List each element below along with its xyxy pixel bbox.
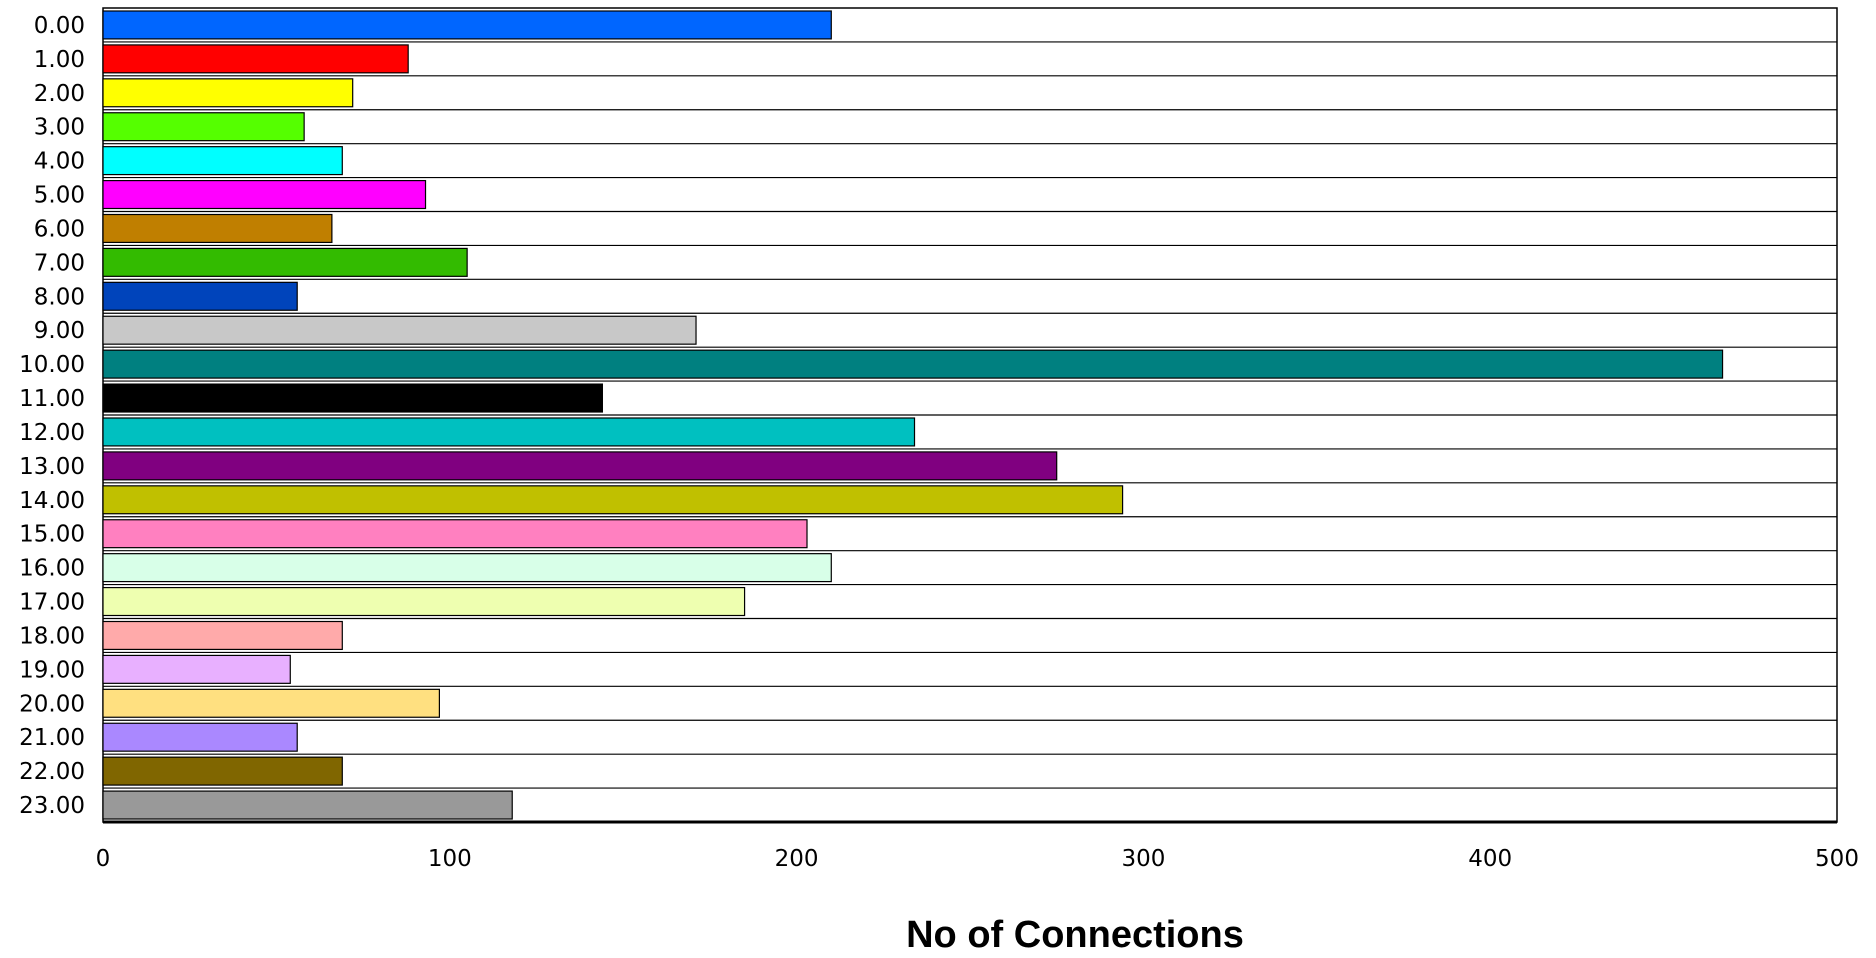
x-tick-label: 400	[1468, 846, 1512, 872]
x-axis-title: No of Connections	[906, 914, 1244, 956]
bar-0.00	[102, 10, 832, 40]
y-tick-label: 7.00	[34, 250, 85, 276]
y-tick-label: 3.00	[34, 115, 85, 141]
bar-4.00	[102, 146, 343, 176]
bar-18.00	[102, 620, 343, 651]
bar-5.00	[102, 179, 427, 210]
bar-6.00	[102, 213, 333, 244]
bar-15.00	[102, 519, 808, 549]
bar-23.00	[102, 790, 513, 820]
y-tick-label: 4.00	[34, 149, 85, 175]
y-tick-label: 23.00	[19, 793, 85, 819]
bar-17.00	[102, 586, 746, 617]
x-tick-label: 100	[428, 846, 472, 872]
y-tick-label: 13.00	[19, 454, 85, 480]
y-tick-label: 11.00	[19, 386, 85, 412]
bar-16.00	[102, 553, 832, 583]
x-tick-label: 200	[775, 846, 819, 872]
y-tick-label: 19.00	[19, 657, 85, 683]
y-tick-label: 21.00	[19, 725, 85, 751]
y-tick-label: 14.00	[19, 488, 85, 514]
y-tick-label: 17.00	[19, 590, 85, 616]
y-tick-label: 12.00	[19, 420, 85, 446]
y-tick-label: 18.00	[19, 623, 85, 649]
bar-9.00	[102, 315, 697, 345]
bar-8.00	[102, 281, 298, 311]
bar-22.00	[102, 756, 343, 786]
bar-10.00	[102, 349, 1724, 379]
y-tick-label: 20.00	[19, 691, 85, 717]
bar-3.00	[102, 112, 305, 142]
bar-1.00	[102, 44, 409, 74]
bar-21.00	[102, 722, 298, 752]
bar-12.00	[102, 417, 916, 447]
y-tick-label: 16.00	[19, 556, 85, 582]
x-tick-label: 0	[96, 846, 111, 872]
x-tick-label: 300	[1121, 846, 1165, 872]
y-tick-label: 1.00	[34, 47, 85, 73]
bar-14.00	[102, 485, 1124, 515]
y-tick-labels: 0.00 1.00 2.00 3.00 4.00 5.00 6.00 7.00 8.00 9.00…	[19, 13, 85, 819]
y-tick-label: 8.00	[34, 284, 85, 310]
bar-13.00	[102, 451, 1058, 481]
y-tick-label: 6.00	[34, 216, 85, 242]
bar-2.00	[102, 78, 354, 108]
y-tick-label: 2.00	[34, 81, 85, 107]
bar-11.00	[102, 383, 603, 413]
y-tick-label: 15.00	[19, 522, 85, 548]
y-tick-label: 22.00	[19, 759, 85, 785]
plot-area	[102, 7, 1838, 824]
y-tick-label: 10.00	[19, 352, 85, 378]
y-tick-label: 5.00	[34, 183, 85, 209]
bar-19.00	[102, 654, 291, 684]
bar-7.00	[102, 247, 468, 277]
x-tick-label: 500	[1815, 846, 1859, 872]
bars-group	[102, 10, 1724, 820]
y-tick-label: 0.00	[34, 13, 85, 39]
bar-20.00	[102, 688, 440, 718]
y-tick-label: 9.00	[34, 318, 85, 344]
x-tick-labels: 0 100 200 300 400 500	[96, 846, 1859, 872]
